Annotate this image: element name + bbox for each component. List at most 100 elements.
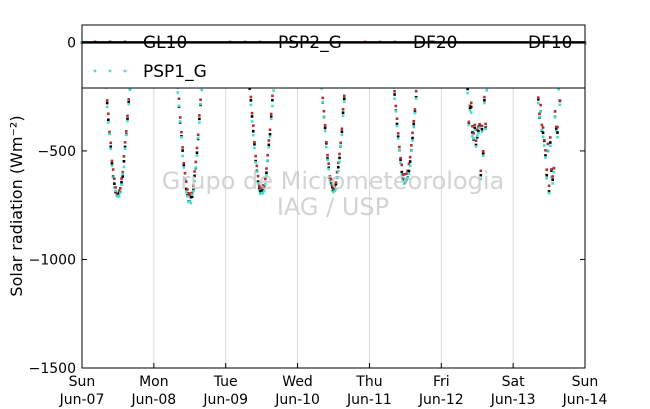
point-GL10	[110, 162, 114, 165]
point-GL10	[478, 124, 481, 127]
point-PSP2_G	[544, 149, 547, 152]
point-PSP1_G	[413, 111, 417, 115]
point-PSP1_G	[253, 146, 256, 150]
point-PSP2_G	[414, 89, 418, 93]
point-PSP2_G	[263, 177, 267, 181]
point-PSP1_G	[394, 110, 398, 113]
point-GL10	[341, 111, 345, 115]
point-PSP2_G	[268, 128, 272, 132]
point-PSP2_G	[479, 169, 483, 173]
point-PSP2_G	[474, 139, 478, 143]
point-PSP1_G	[128, 88, 132, 92]
point-PSP2_G	[399, 156, 402, 160]
point-PSP2_G	[395, 117, 399, 121]
point-GL10	[334, 182, 338, 186]
x-tick-label-day: Mon	[139, 374, 169, 390]
point-PSP2_G	[410, 144, 413, 147]
point-PSP2_G	[338, 152, 341, 156]
point-PSP2_G	[122, 155, 126, 158]
point-PSP2_G	[325, 140, 328, 144]
x-tick-label-day: Sat	[502, 374, 525, 390]
point-PSP1_G	[407, 172, 411, 175]
plot-frame	[81, 24, 586, 369]
point-PSP1_G	[469, 111, 473, 114]
point-PSP1_G	[181, 154, 184, 158]
point-PSP1_G	[188, 200, 192, 203]
point-PSP1_G	[335, 176, 339, 180]
point-PSP2_G	[181, 146, 184, 149]
point-PSP1_G	[404, 180, 407, 183]
point-GL10	[477, 129, 480, 133]
point-PSP1_G	[334, 187, 338, 191]
point-GL10	[554, 127, 558, 131]
point-PSP1_G	[408, 164, 412, 167]
point-PSP2_G	[328, 175, 332, 178]
x-tick-label-date: Jun-14	[562, 392, 608, 408]
point-PSP1_G	[557, 87, 560, 91]
point-GL10	[123, 145, 127, 149]
point-PSP1_G	[195, 154, 199, 157]
point-PSP1_G	[265, 174, 268, 177]
point-PSP2_G	[196, 133, 200, 137]
point-GL10	[182, 163, 186, 167]
point-GL10	[556, 131, 559, 134]
point-GL10	[395, 122, 399, 126]
point-PSP2_G	[126, 114, 129, 118]
point-PSP1_G	[547, 191, 551, 195]
point-PSP2_G	[539, 103, 542, 107]
point-PSP2_G	[548, 136, 552, 139]
point-GL10	[407, 169, 411, 173]
point-PSP1_G	[333, 189, 336, 193]
x-tick-label-day: Wed	[282, 374, 313, 390]
point-PSP2_G	[341, 107, 345, 111]
point-PSP1_G	[395, 124, 399, 128]
point-PSP1_G	[554, 129, 558, 133]
point-GL10	[336, 165, 340, 169]
point-PSP2_G	[393, 89, 396, 93]
point-PSP1_G	[109, 147, 113, 151]
point-PSP2_G	[253, 140, 256, 144]
point-GL10	[265, 171, 268, 175]
point-PSP2_G	[547, 184, 551, 188]
point-GL10	[475, 136, 479, 139]
point-GL10	[253, 142, 256, 146]
point-GL10	[127, 100, 131, 104]
point-GL10	[329, 182, 333, 185]
point-GL10	[466, 87, 469, 91]
point-PSP1_G	[546, 149, 550, 152]
point-GL10	[473, 126, 477, 130]
point-PSP2_G	[262, 184, 266, 188]
point-PSP1_G	[478, 126, 481, 129]
point-PSP1_G	[119, 191, 122, 194]
point-PSP2_G	[536, 96, 540, 99]
point-PSP1_G	[184, 190, 188, 194]
point-PSP2_G	[552, 166, 556, 170]
point-PSP1_G	[399, 161, 402, 165]
point-PSP1_G	[200, 88, 204, 92]
point-PSP1_G	[472, 137, 475, 140]
point-PSP2_G	[199, 98, 202, 102]
point-PSP1_G	[341, 114, 345, 117]
point-PSP1_G	[556, 135, 559, 139]
point-PSP2_G	[182, 161, 186, 165]
point-PSP1_G	[105, 105, 109, 109]
point-PSP2_G	[183, 171, 187, 175]
point-GL10	[195, 151, 199, 155]
point-PSP2_G	[267, 139, 271, 142]
x-tick-label-day: Fri	[433, 374, 450, 390]
point-PSP1_G	[406, 176, 410, 180]
x-tick-label-day: Sun	[69, 374, 96, 390]
point-PSP1_G	[539, 110, 542, 113]
point-PSP2_G	[558, 99, 562, 102]
point-PSP2_G	[473, 123, 477, 127]
point-PSP1_G	[121, 172, 125, 176]
point-PSP2_G	[340, 127, 344, 131]
point-PSP2_G	[250, 111, 254, 115]
point-PSP2_G	[192, 184, 195, 188]
point-PSP2_G	[111, 168, 115, 171]
point-PSP1_G	[180, 135, 183, 139]
point-PSP2_G	[408, 155, 412, 159]
point-PSP2_G	[177, 97, 181, 101]
point-PSP1_G	[339, 144, 342, 148]
